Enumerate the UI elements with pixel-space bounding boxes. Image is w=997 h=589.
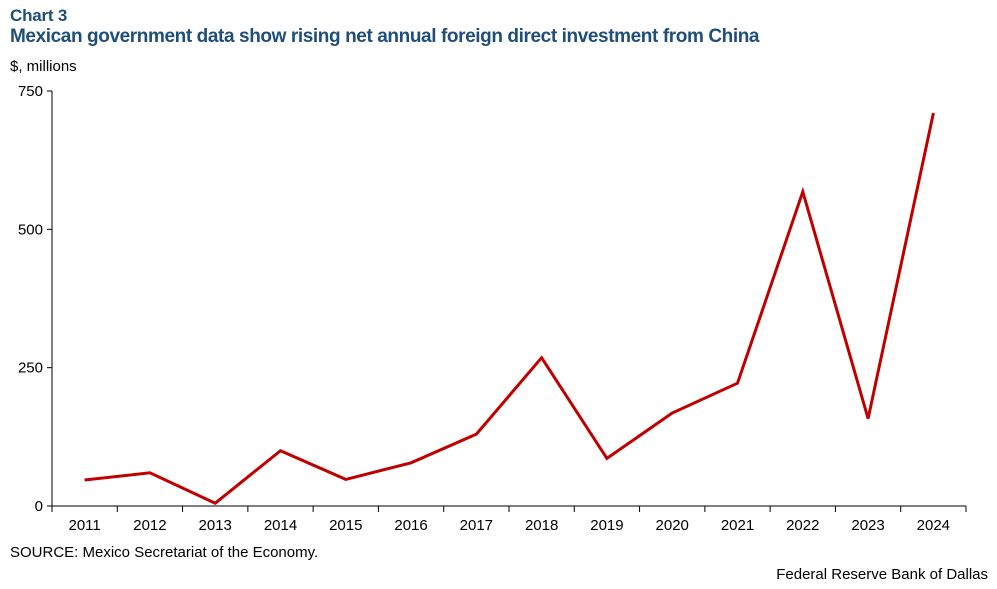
data-point bbox=[736, 382, 739, 385]
x-tick-label: 2011 bbox=[69, 517, 101, 534]
data-point bbox=[410, 461, 413, 464]
data-point bbox=[279, 449, 282, 452]
x-tick-label: 2015 bbox=[329, 517, 362, 534]
x-tick-label: 2022 bbox=[786, 517, 819, 534]
y-axis-unit-label: $, millions bbox=[10, 58, 77, 75]
x-tick-label: 2014 bbox=[264, 517, 297, 534]
data-point bbox=[344, 478, 347, 481]
credit-line: Federal Reserve Bank of Dallas bbox=[776, 566, 988, 583]
series-line bbox=[84, 112, 935, 505]
x-tick-label: 2021 bbox=[721, 517, 754, 534]
x-tick-label: 2020 bbox=[656, 517, 689, 534]
data-point bbox=[867, 417, 870, 420]
chart-title: Mexican government data show rising net … bbox=[10, 26, 760, 47]
data-point bbox=[148, 471, 151, 474]
data-point bbox=[475, 433, 478, 436]
y-tick-label: 500 bbox=[18, 221, 43, 238]
x-tick-label: 2023 bbox=[851, 517, 884, 534]
data-point bbox=[605, 457, 608, 460]
x-tick-label: 2016 bbox=[394, 517, 427, 534]
data-point bbox=[932, 112, 935, 115]
data-point bbox=[540, 356, 543, 359]
x-tick-label: 2017 bbox=[460, 517, 493, 534]
x-tick-label: 2012 bbox=[133, 517, 166, 534]
x-tick-label: 2024 bbox=[917, 517, 950, 534]
data-point bbox=[801, 190, 804, 193]
x-tick-label: 2013 bbox=[199, 517, 232, 534]
chart-label: Chart 3 bbox=[10, 6, 68, 25]
x-tick-label: 2019 bbox=[590, 517, 623, 534]
source-note: SOURCE: Mexico Secretariat of the Econom… bbox=[10, 544, 319, 561]
y-tick-label: 750 bbox=[18, 83, 43, 100]
data-point bbox=[214, 502, 217, 505]
y-tick-label: 250 bbox=[18, 360, 43, 377]
x-tick-label: 2018 bbox=[525, 517, 558, 534]
data-point bbox=[671, 412, 674, 415]
data-point bbox=[83, 478, 86, 481]
y-tick-label: 0 bbox=[35, 498, 43, 515]
